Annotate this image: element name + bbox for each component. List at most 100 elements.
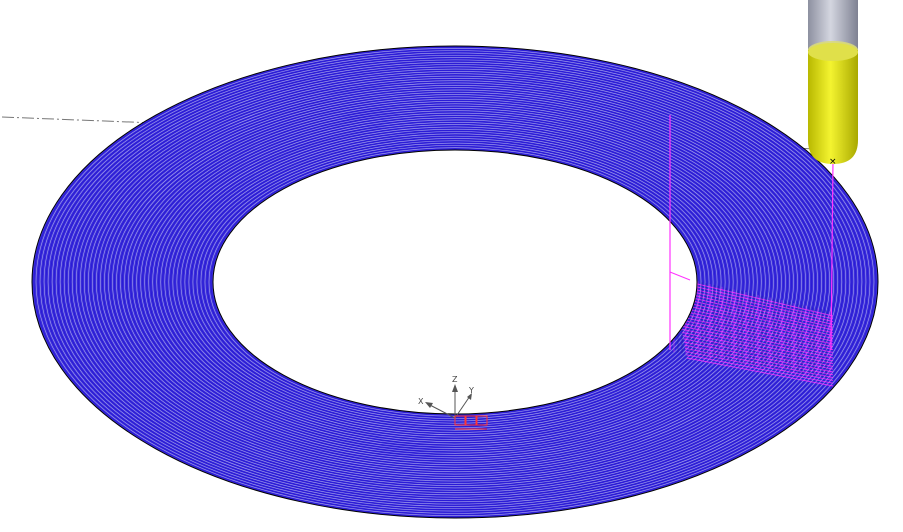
axis-y-label: Y — [468, 386, 474, 395]
toolpath-ring — [73, 69, 837, 495]
toolpath-ring — [33, 46, 877, 518]
toolpath-ring — [166, 122, 744, 442]
axis-z-label: Z — [452, 375, 458, 384]
toolpath-link — [676, 303, 834, 339]
toolpath-link — [676, 299, 834, 337]
toolpath-link — [685, 351, 834, 381]
toolpath-ring — [67, 66, 843, 498]
toolpath-ring — [182, 132, 728, 432]
axis-triad-icon: Z X Y — [418, 375, 488, 430]
toolpath-ring — [122, 97, 788, 467]
toolpath-ring — [146, 111, 764, 453]
toolpath-link-moves — [671, 276, 834, 387]
toolpath-ring — [81, 74, 829, 490]
toolpath-ring — [96, 82, 814, 482]
toolpath-ring — [158, 118, 752, 446]
toolpath-ring — [75, 71, 835, 493]
toolpath-ring — [41, 51, 869, 513]
toolpath-ring — [172, 126, 738, 438]
toolpath-link — [683, 341, 834, 373]
toolpath-link — [678, 312, 834, 348]
toolpath-ring — [138, 106, 772, 458]
toolpath-ring — [71, 68, 839, 496]
toolpath-link — [677, 306, 834, 342]
toolpath-ring-lines — [31, 45, 879, 519]
toolpath-ring — [190, 136, 720, 428]
toolpath-ring — [85, 76, 825, 488]
toolpath-ring — [126, 99, 784, 465]
tool-tip-marker: × — [829, 157, 837, 167]
toolpath-ring — [176, 128, 734, 436]
toolpath-ring — [162, 120, 748, 444]
toolpath-ring — [105, 88, 805, 476]
toolpath-ring — [101, 85, 809, 479]
toolpath-ring — [51, 57, 859, 507]
toolpath-ring — [49, 55, 861, 509]
tool-cutter — [808, 50, 858, 164]
toolpath-ring — [132, 103, 778, 461]
toolpath-ring — [180, 131, 730, 433]
toolpath-ring — [112, 91, 798, 473]
toolpath-ring — [192, 138, 718, 426]
toolpath-ring — [39, 50, 871, 514]
lead-in-moves — [669, 115, 834, 351]
toolpath-ring — [124, 98, 786, 466]
toolpath-ring — [130, 102, 780, 462]
toolpath-ring — [104, 87, 806, 477]
toolpath-link — [686, 357, 834, 387]
toolpath-ring — [93, 81, 817, 483]
toolpath-ring — [100, 84, 810, 480]
toolpath-ring — [63, 64, 847, 500]
toolpath-link — [684, 344, 834, 376]
toolpath-ring — [148, 112, 762, 452]
toolpath-ring — [43, 52, 867, 512]
toolpath-ring — [150, 113, 760, 451]
toolpath-ring — [92, 80, 818, 484]
toolpath-ring — [108, 89, 802, 475]
toolpath-ring — [156, 117, 754, 447]
toolpath-ring — [55, 59, 855, 505]
toolpath-link — [673, 283, 834, 323]
toolpath-link — [682, 331, 834, 365]
toolpath-ring — [57, 60, 853, 504]
toolpath-ring — [69, 67, 841, 497]
toolpath-ring — [168, 124, 742, 440]
toolpath-ring — [61, 62, 849, 502]
toolpath-link — [679, 315, 834, 351]
toolpath-ring — [97, 83, 813, 481]
toolpath-link — [673, 287, 834, 325]
toolpath-ring — [83, 75, 827, 489]
toolpath-ring — [120, 96, 790, 468]
toolpath-ring — [136, 105, 774, 459]
toolpath-ring — [152, 115, 758, 449]
toolpath-ring — [88, 78, 822, 486]
toolpath-ring — [154, 115, 756, 449]
toolpath-ring — [188, 135, 722, 429]
toolpath-ring — [47, 54, 863, 510]
toolpath-ring — [174, 127, 736, 437]
toolpath-ring — [128, 101, 782, 463]
toolpath-ring — [117, 95, 793, 469]
toolpath-ring — [178, 129, 732, 435]
toolpath-ring — [59, 61, 851, 503]
axis-x-label: X — [418, 397, 424, 406]
toolpath-ring — [140, 108, 770, 456]
toolpath-ring — [65, 65, 845, 499]
toolpath-ring — [35, 48, 875, 516]
toolpath-ring — [184, 133, 726, 431]
outer-boundary — [31, 45, 879, 519]
toolpath-ring — [144, 110, 766, 454]
toolpath-ring — [109, 90, 801, 474]
origin-marker — [454, 415, 488, 430]
toolpath-ring — [89, 79, 821, 485]
toolpath-ring — [37, 48, 873, 516]
toolpath-ring — [142, 109, 768, 455]
ball-nose-cutter-icon[interactable]: × — [808, 0, 858, 167]
toolpath-ring — [45, 53, 865, 511]
toolpath-link — [680, 325, 834, 359]
toolpath-link — [681, 328, 834, 362]
toolpath-ring — [53, 58, 857, 506]
